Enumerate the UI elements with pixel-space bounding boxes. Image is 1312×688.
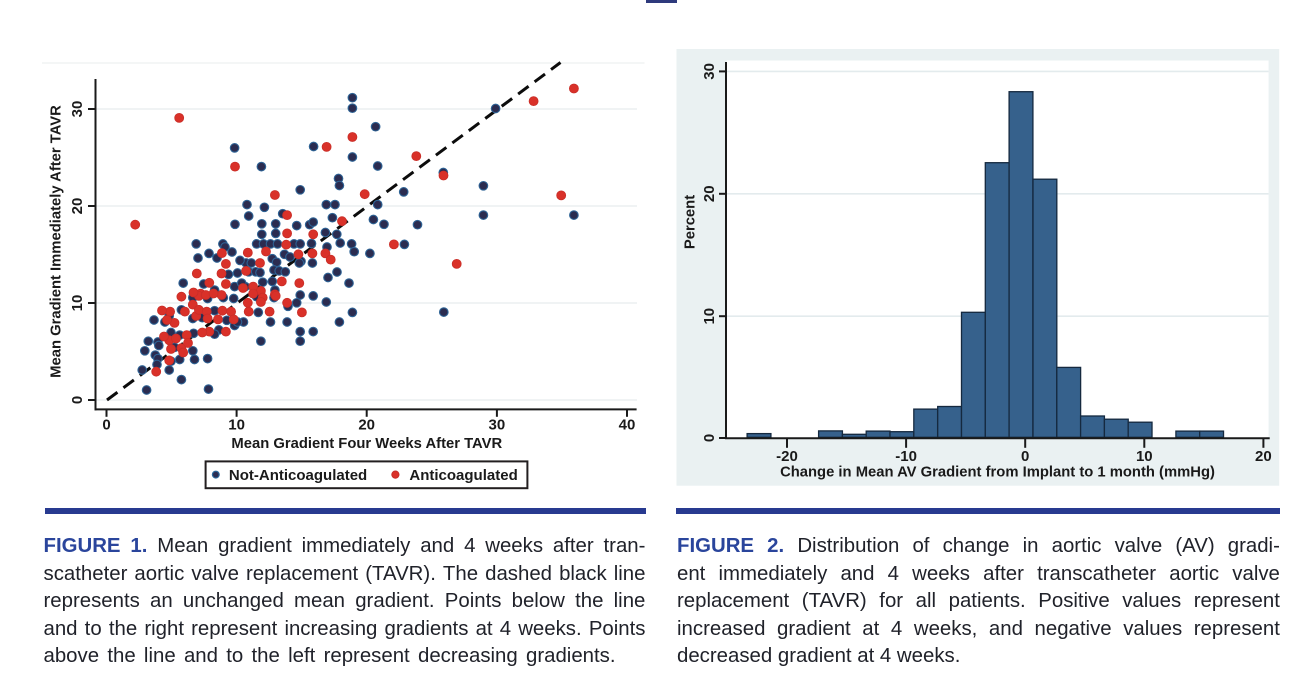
svg-text:20: 20 [358,417,375,434]
svg-text:0: 0 [701,434,718,442]
svg-text:10: 10 [69,295,86,312]
svg-text:Percent: Percent [683,195,699,249]
svg-text:10: 10 [701,308,718,325]
svg-text:10: 10 [228,417,245,434]
svg-text:0: 0 [102,417,110,434]
svg-text:30: 30 [69,101,86,118]
svg-text:20: 20 [701,185,718,202]
svg-text:0: 0 [69,396,86,404]
svg-text:30: 30 [489,417,506,434]
svg-text:0: 0 [1021,448,1029,465]
svg-text:-20: -20 [776,448,798,465]
svg-text:20: 20 [1255,448,1272,465]
svg-text:20: 20 [69,198,86,215]
svg-text:Change in Mean AV Gradient fro: Change in Mean AV Gradient from Implant … [780,465,1215,481]
svg-text:10: 10 [1136,448,1153,465]
svg-text:-10: -10 [895,448,917,465]
svg-text:Anticoagulated: Anticoagulated [409,467,517,484]
svg-text:Not-Anticoagulated: Not-Anticoagulated [229,467,367,484]
svg-text:Mean Gradient Four Weeks After: Mean Gradient Four Weeks After TAVR [231,436,502,452]
svg-text:Mean Gradient Immediately Afte: Mean Gradient Immediately After TAVR [49,105,65,378]
svg-text:30: 30 [701,63,718,80]
svg-text:40: 40 [619,417,636,434]
